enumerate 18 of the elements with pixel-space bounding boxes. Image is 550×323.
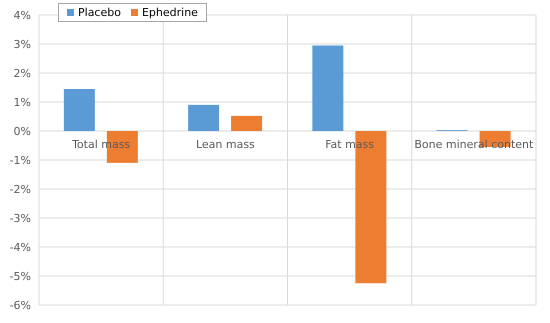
y-tick-label: -4%	[10, 240, 31, 254]
bar	[231, 116, 262, 131]
y-tick-label: 1%	[14, 96, 31, 109]
bar	[312, 45, 344, 131]
y-tick-label: 0%	[14, 124, 31, 138]
y-tick-label: -5%	[10, 270, 31, 283]
y-tick-label: 2%	[14, 66, 31, 80]
y-tick-label: -3%	[10, 212, 31, 225]
y-tick-label: -1%	[10, 154, 31, 167]
y-tick-label: 3%	[14, 38, 31, 51]
y-tick-label: 4%	[14, 8, 31, 22]
legend-label: Placebo	[78, 6, 121, 19]
legend-label: Ephedrine	[142, 6, 198, 19]
y-tick-label: -2%	[10, 182, 31, 196]
bar	[188, 104, 220, 131]
y-tick-label: -6%	[10, 298, 31, 312]
x-tick-label: Lean mass	[196, 138, 256, 151]
bar	[64, 88, 95, 131]
